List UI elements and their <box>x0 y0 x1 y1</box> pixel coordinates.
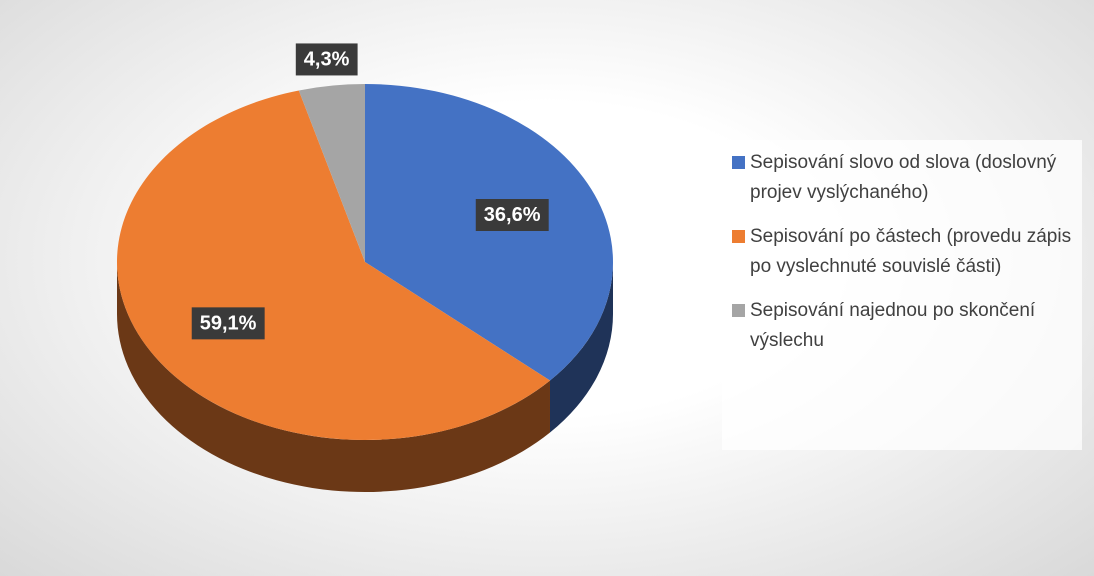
data-label-box <box>295 43 358 76</box>
legend-text: Sepisování po částech (provedu zápis po … <box>750 226 1072 277</box>
legend-item: Sepisování po částech (provedu zápis po … <box>732 222 1072 282</box>
data-label-box <box>475 199 549 232</box>
pie-side <box>117 262 550 492</box>
data-label: 4,3% <box>295 43 358 76</box>
legend-swatch <box>732 304 745 317</box>
pie-slice <box>365 84 613 381</box>
pie-slice <box>298 84 365 262</box>
data-label: 36,6% <box>475 199 549 232</box>
data-label-box <box>191 307 265 340</box>
legend-swatch <box>732 230 745 243</box>
legend-text: Sepisování najednou po skončení výslechu <box>750 300 1036 351</box>
legend-item: Sepisování najednou po skončení výslechu <box>732 296 1072 356</box>
data-label-text: 59,1% <box>200 312 257 334</box>
data-label-text: 36,6% <box>484 204 541 226</box>
pie-slice <box>116 90 550 440</box>
legend: Sepisování slovo od slova (doslovný proj… <box>722 140 1082 450</box>
data-label-text: 4,3% <box>304 48 350 70</box>
legend-item: Sepisování slovo od slova (doslovný proj… <box>732 148 1072 208</box>
legend-swatch <box>732 156 745 169</box>
pie-side <box>549 262 613 433</box>
data-label: 59,1% <box>191 307 265 340</box>
legend-text: Sepisování slovo od slova (doslovný proj… <box>750 152 1057 203</box>
